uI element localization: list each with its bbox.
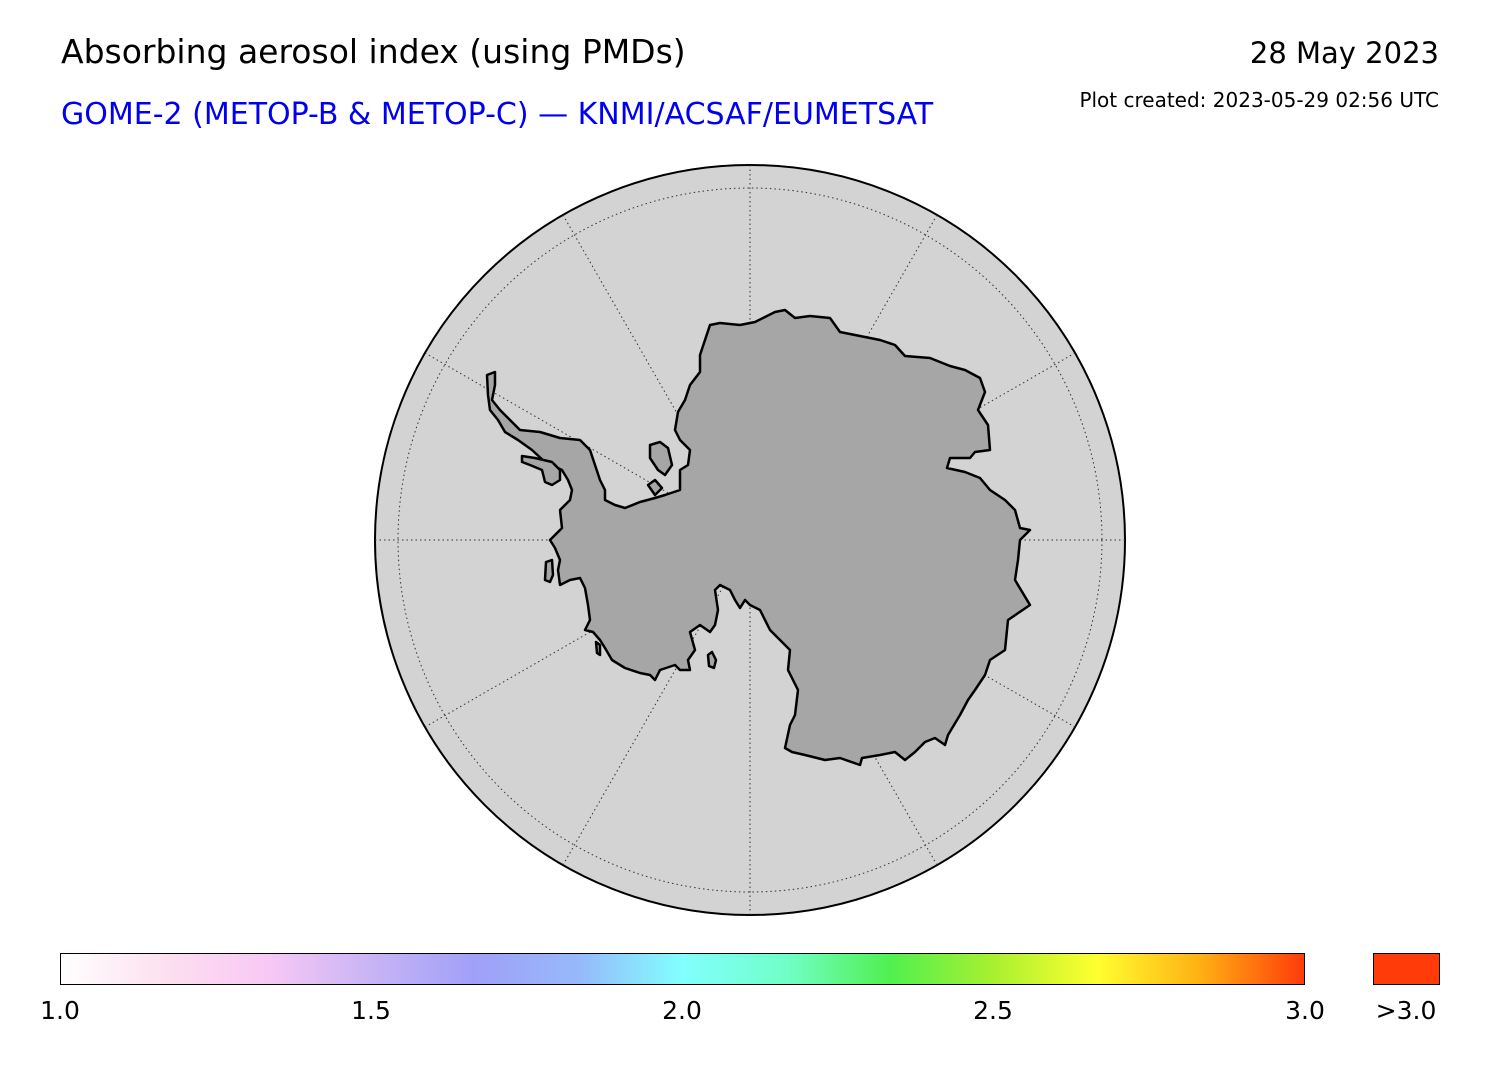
colorbar-tick-label: 2.0 (662, 996, 702, 1025)
islet-east (706, 650, 718, 670)
colorbar-tick-label: 1.0 (40, 996, 80, 1025)
berkner-island (543, 558, 555, 584)
siple-island (646, 478, 664, 497)
colorbar-tick-label: 3.0 (1285, 996, 1325, 1025)
colorbar-over-label: >3.0 (1375, 996, 1437, 1025)
antarctic-map (374, 164, 1126, 916)
plot-created-label: Plot created: 2023-05-29 02:56 UTC (1079, 88, 1439, 112)
map-subtitle: GOME-2 (METOP-B & METOP-C) — KNMI/ACSAF/… (61, 97, 934, 132)
colorbar-over-swatch (1373, 953, 1440, 985)
colorbar-tick-label: 2.5 (973, 996, 1013, 1025)
thurston-island (648, 440, 674, 477)
map-title: Absorbing aerosol index (using PMDs) (61, 32, 686, 71)
date-label: 28 May 2023 (1249, 36, 1439, 70)
antarctica-mainland (485, 308, 1032, 767)
graticule (375, 165, 1125, 915)
colorbar (60, 953, 1305, 985)
antarctica-landmass (485, 308, 1032, 767)
alexander-island (520, 454, 562, 487)
islet-peninsula (594, 640, 602, 657)
colorbar-tick-label: 1.5 (351, 996, 391, 1025)
